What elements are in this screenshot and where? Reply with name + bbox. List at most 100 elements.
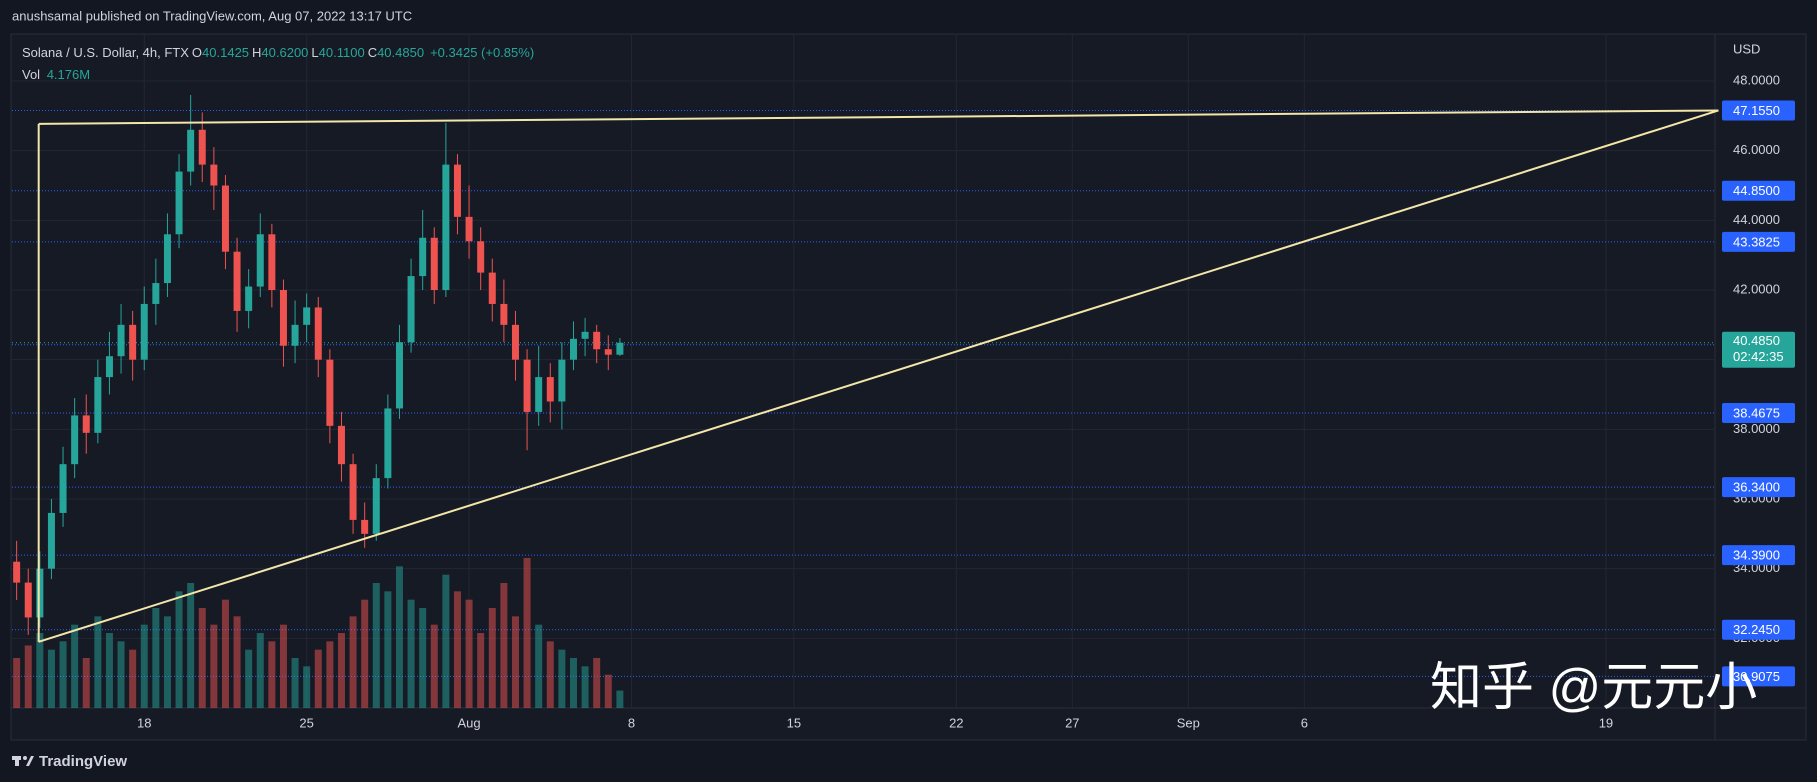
level-label: 38.4675	[1733, 405, 1780, 420]
volume-bar	[326, 641, 334, 708]
watermark: 知乎 @元元小	[1430, 659, 1757, 717]
symbol: Solana / U.S. Dollar, 4h, FTX	[22, 45, 189, 60]
candle-body	[546, 377, 554, 402]
candle-body	[71, 415, 79, 465]
ohlc-value: 40.1100	[318, 45, 365, 60]
trendline	[38, 109, 1719, 125]
volume-bar	[71, 624, 79, 708]
x-tick-label: 19	[1599, 715, 1613, 730]
y-tick-label: 44.0000	[1733, 212, 1780, 227]
candle-body	[500, 303, 508, 325]
candle-body	[337, 425, 345, 465]
candle-body	[187, 129, 195, 172]
candle-body	[326, 359, 334, 426]
volume-bar	[372, 583, 380, 708]
candle-body	[488, 272, 496, 304]
candle-body	[384, 408, 392, 479]
volume-bar	[36, 633, 44, 708]
volume-bar	[465, 599, 473, 708]
volume-bar	[303, 666, 311, 708]
candle-body	[465, 216, 473, 242]
level-tag	[1722, 666, 1795, 687]
level-tag	[1722, 477, 1795, 498]
candle-body	[140, 303, 148, 360]
candle-body	[419, 237, 427, 277]
candle-body	[82, 415, 90, 433]
last-price-tag	[1722, 331, 1795, 368]
volume-bar	[581, 666, 589, 708]
volume-bar	[256, 633, 264, 708]
level-tag	[1722, 100, 1795, 121]
ohlc-value: 40.1425	[202, 45, 250, 60]
volume-bar	[314, 649, 322, 708]
x-tick-label: 27	[1065, 715, 1079, 730]
level-tag	[1722, 231, 1795, 252]
volume-bar	[163, 616, 171, 708]
candle-body	[407, 276, 415, 343]
candle-body	[24, 582, 32, 618]
candle-body	[221, 185, 229, 252]
volume-bar	[221, 599, 229, 708]
candle-body	[395, 342, 403, 409]
candle-body	[372, 478, 380, 534]
volume-bar	[511, 616, 519, 708]
volume-bar	[105, 633, 113, 708]
candle-body	[152, 283, 160, 304]
volume-bar	[558, 649, 566, 708]
candle-body	[593, 331, 601, 350]
volume-name: Vol	[22, 67, 41, 82]
level-label: 30.9075	[1733, 669, 1780, 684]
y-tick-label: 42.0000	[1733, 281, 1780, 296]
volume-bar	[593, 658, 601, 708]
volume-bar	[488, 608, 496, 708]
volume-bar	[407, 599, 415, 708]
volume-bar	[198, 608, 206, 708]
volume-bar	[349, 616, 357, 708]
candle-body	[117, 324, 125, 357]
x-tick-label: 18	[137, 715, 151, 730]
volume-value: 4.176M	[46, 67, 91, 82]
volume-bar	[546, 641, 554, 708]
last-price-label: 40.4850	[1733, 333, 1780, 348]
volume-bar	[117, 641, 125, 708]
ohlc-value: 40.4850	[377, 45, 425, 60]
y-tick-label: 38.0000	[1733, 421, 1780, 436]
level-label: 47.1550	[1733, 103, 1780, 118]
candle-body	[47, 512, 55, 569]
volume-bar	[140, 624, 148, 708]
plot	[12, 94, 1715, 708]
level-label: 44.8500	[1733, 183, 1780, 198]
volume-bar	[616, 690, 624, 708]
level-label: 36.3400	[1733, 480, 1780, 495]
x-tick-label: 6	[1301, 715, 1308, 730]
y-tick-label: 48.0000	[1733, 72, 1780, 87]
volume-bar	[477, 633, 485, 708]
candle-body	[105, 356, 113, 378]
candle-body	[291, 324, 299, 346]
candle-body	[245, 286, 253, 311]
volume-bar	[268, 641, 276, 708]
candle-body	[361, 519, 369, 534]
level-tag	[1722, 545, 1795, 566]
candle-body	[581, 331, 589, 339]
legend-row: Vol 4.176M	[22, 64, 537, 86]
change: +0.3425 (+0.85%)	[430, 45, 535, 60]
volume-bar	[604, 674, 612, 708]
volume-bar	[535, 624, 543, 708]
level-label: 34.3900	[1733, 548, 1780, 563]
level-label: 32.2450	[1733, 622, 1780, 637]
candle-body	[268, 234, 276, 291]
candle-body	[303, 307, 311, 325]
candle-body	[477, 241, 485, 273]
x-tick-label: 22	[949, 715, 963, 730]
ohlc: O40.1425 H40.6200 L40.1100 C40.4850	[192, 45, 427, 60]
volume-bar	[187, 583, 195, 708]
candle-body	[163, 234, 171, 284]
candle-body	[279, 290, 287, 346]
candle-body	[442, 164, 450, 291]
volume-bar	[395, 566, 403, 708]
chart-frame	[10, 33, 1807, 741]
candle-body	[569, 338, 577, 360]
ohlc-key: L	[311, 45, 319, 60]
candle-body	[349, 464, 357, 520]
